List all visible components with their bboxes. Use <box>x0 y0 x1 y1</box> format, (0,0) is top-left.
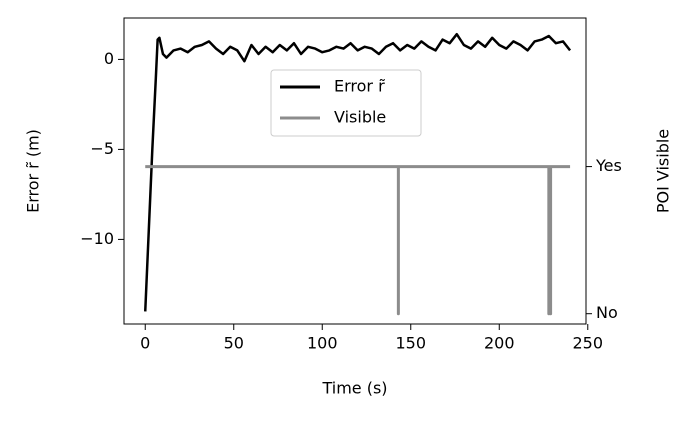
y2-tick-label: No <box>596 303 618 322</box>
x-axis-label: Time (s) <box>321 379 387 398</box>
series-line <box>143 32 572 312</box>
y2-tick-label: Yes <box>595 156 622 175</box>
y-tick-label: 0 <box>104 49 114 68</box>
x-tick-label: 150 <box>395 334 426 353</box>
x-tick-label: 250 <box>572 334 603 353</box>
x-tick-label: 0 <box>140 334 150 353</box>
x-tick-label: 100 <box>307 334 338 353</box>
y-tick-label: −5 <box>90 139 114 158</box>
y-axis-label: Error r̃ (m) <box>24 129 43 213</box>
legend-label: Error r̃ <box>334 77 385 96</box>
series-line <box>145 165 571 316</box>
legend-label: Visible <box>334 108 386 127</box>
y-tick-label: −10 <box>80 229 114 248</box>
y2-axis-label: POI Visible <box>654 129 673 213</box>
x-tick-label: 200 <box>484 334 515 353</box>
plot-frame <box>123 17 587 325</box>
x-tick-label: 50 <box>224 334 244 353</box>
